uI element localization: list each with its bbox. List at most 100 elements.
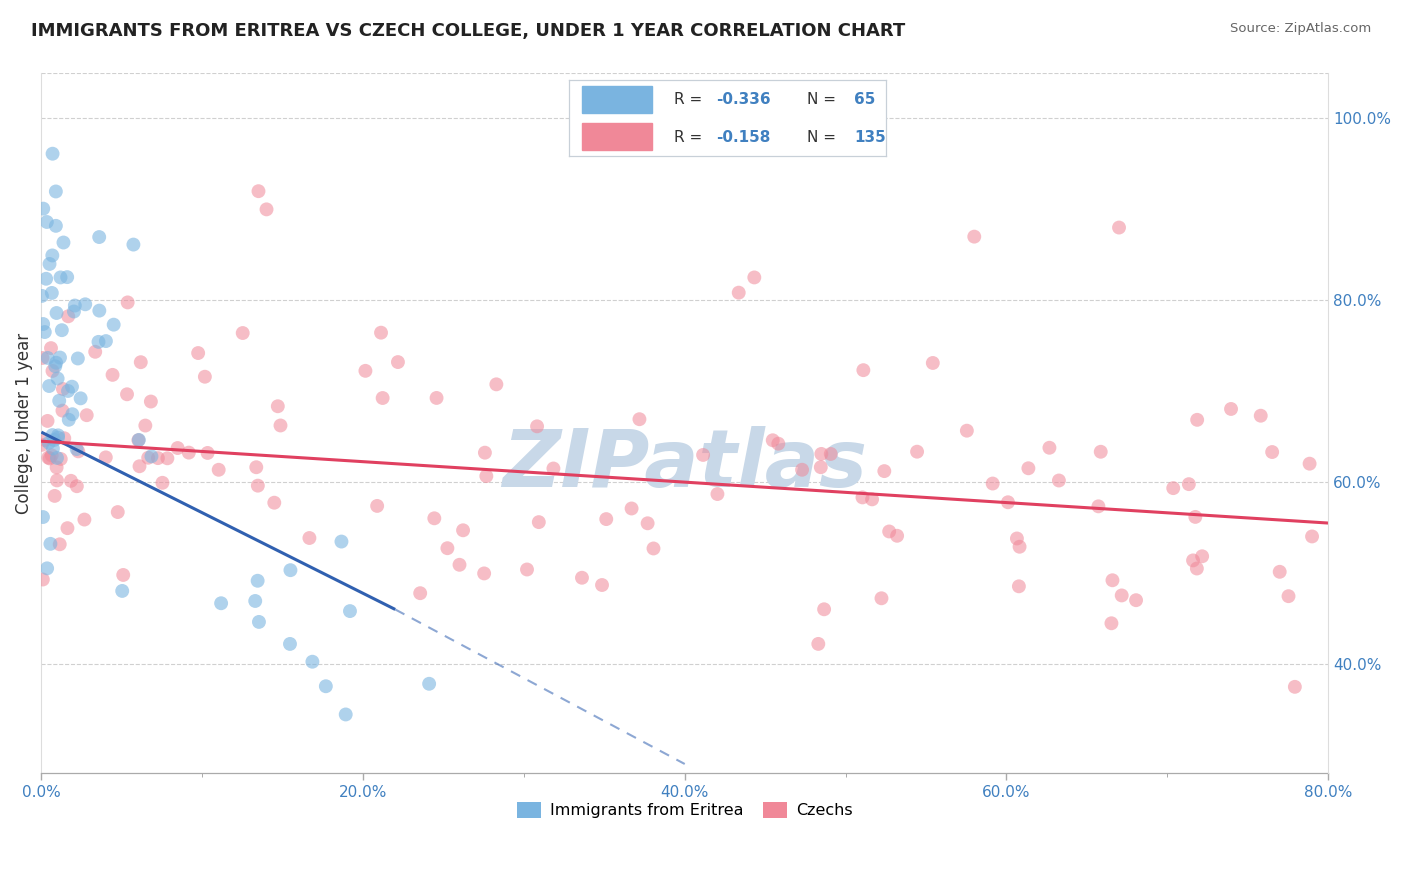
Point [101,368,124,382]
Text: IMMIGRANTS FROM ERITREA VS CZECH COLLEGE, UNDER 1 YEAR CORRELATION CHART: IMMIGRANTS FROM ERITREA VS CZECH COLLEGE… [31,22,905,40]
Point [122,237,145,252]
Point [1185,413,1208,427]
Point [1178,477,1201,491]
Point [56,384,79,398]
Point [46,474,69,488]
Point [35,272,58,286]
Point [1191,549,1213,564]
Point [66,479,89,493]
Point [409,586,432,600]
Point [516,562,538,576]
Point [60,380,83,394]
Point [94,450,117,465]
Point [1185,561,1208,575]
Point [111,583,134,598]
Y-axis label: College, Under 1 year: College, Under 1 year [15,333,32,514]
Point [643,541,665,556]
Point [38,379,60,393]
Text: 135: 135 [855,129,886,145]
Text: -0.158: -0.158 [717,129,770,145]
Point [245,460,267,475]
Point [339,604,361,618]
Point [141,450,163,464]
Point [330,534,353,549]
Point [51,403,73,417]
Point [76,408,98,422]
Point [246,574,269,588]
Point [366,499,388,513]
Point [45,356,67,370]
Point [956,424,979,438]
Point [46,371,69,385]
Point [387,355,409,369]
Text: 65: 65 [855,92,876,107]
Point [807,637,830,651]
Point [280,563,302,577]
Point [37,561,59,575]
Point [46,428,69,442]
Legend: Immigrants from Eritrea, Czechs: Immigrants from Eritrea, Czechs [510,796,859,824]
Point [49,452,72,467]
Point [115,387,138,401]
Point [66,351,89,366]
Point [44,359,66,374]
Point [1125,593,1147,607]
Point [45,219,67,233]
Point [278,637,301,651]
Point [981,476,1004,491]
Point [87,334,110,349]
Point [1161,481,1184,495]
Point [45,306,67,320]
Point [247,184,270,198]
Point [886,529,908,543]
Point [810,447,832,461]
Point [1220,401,1243,416]
Text: R =: R = [673,129,707,145]
Point [1038,441,1060,455]
Point [1101,574,1123,588]
Point [46,431,69,445]
Point [1111,589,1133,603]
Point [768,436,790,450]
Point [762,434,785,448]
Point [66,442,89,456]
Point [526,419,548,434]
Point [852,363,875,377]
Point [38,435,60,450]
Point [571,571,593,585]
Point [1087,500,1109,514]
Point [52,235,75,250]
Point [790,463,813,477]
Point [810,460,832,475]
Point [75,297,97,311]
Point [813,602,835,616]
Point [139,394,162,409]
Point [620,501,643,516]
Point [1298,457,1320,471]
Point [474,445,496,459]
Point [112,568,135,582]
Point [1008,579,1031,593]
Point [117,295,139,310]
Point [38,451,60,466]
Point [997,495,1019,509]
Point [60,407,83,421]
Point [53,431,76,445]
Point [1277,589,1299,603]
Point [103,318,125,332]
Point [84,344,107,359]
Point [423,511,446,525]
Point [197,446,219,460]
Point [89,303,111,318]
Text: ZIPatlas: ZIPatlas [502,426,868,504]
Point [35,215,58,229]
Point [425,391,447,405]
Point [39,537,62,551]
Point [31,573,53,587]
Point [44,489,66,503]
Point [370,326,392,340]
Point [73,512,96,526]
Point [208,463,231,477]
Point [31,438,53,452]
Point [436,541,458,556]
